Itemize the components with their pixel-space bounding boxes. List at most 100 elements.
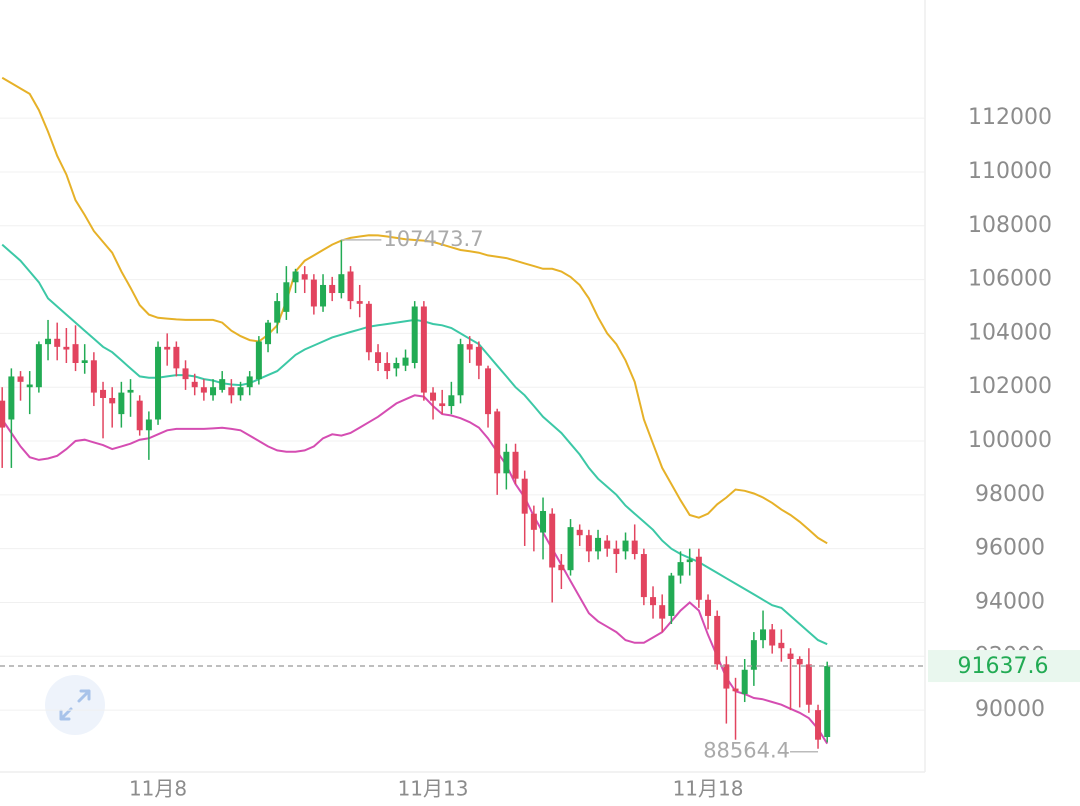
candle-body bbox=[246, 376, 253, 388]
candle-body bbox=[521, 478, 528, 514]
y-tick-label: 110000 bbox=[968, 159, 1052, 184]
candle-body bbox=[292, 271, 299, 283]
y-tick-label: 102000 bbox=[968, 374, 1052, 399]
candle-body bbox=[530, 513, 537, 530]
candle-body bbox=[90, 360, 97, 393]
candle-body bbox=[457, 344, 464, 396]
candle-body bbox=[375, 352, 382, 363]
candle-body bbox=[402, 357, 409, 366]
candle-body bbox=[338, 274, 345, 294]
y-tick-label: 112000 bbox=[968, 105, 1052, 130]
x-tick-label: 11月18 bbox=[673, 777, 744, 801]
candle-body bbox=[182, 368, 189, 380]
price-label: 91637.6 bbox=[958, 654, 1049, 679]
candle-body bbox=[760, 629, 767, 641]
candle-body bbox=[439, 403, 446, 407]
candle-body bbox=[191, 381, 198, 388]
candle-body bbox=[750, 640, 757, 670]
candle-body bbox=[0, 400, 6, 428]
x-tick-label: 11月13 bbox=[398, 777, 469, 801]
candle-body bbox=[118, 392, 125, 415]
candle-body bbox=[164, 346, 171, 350]
candle-body bbox=[659, 605, 666, 619]
candle-body bbox=[714, 615, 721, 665]
expand-button[interactable] bbox=[45, 675, 105, 735]
y-tick-label: 108000 bbox=[968, 213, 1052, 238]
x-tick-label: 11月8 bbox=[129, 777, 187, 801]
candle-body bbox=[274, 301, 281, 323]
candle-body bbox=[365, 303, 372, 353]
candle-body bbox=[347, 271, 354, 302]
candle-body bbox=[329, 284, 336, 294]
candle-body bbox=[301, 274, 308, 280]
candle-body bbox=[237, 387, 244, 396]
candle-body bbox=[595, 537, 602, 552]
candle-body bbox=[503, 451, 510, 474]
y-tick-label: 94000 bbox=[975, 589, 1045, 614]
candle-body bbox=[741, 669, 748, 694]
candle-body bbox=[585, 535, 592, 552]
candle-body bbox=[475, 346, 482, 366]
candle-body bbox=[310, 279, 317, 307]
candle-body bbox=[567, 527, 574, 571]
candle-body bbox=[420, 306, 427, 393]
expand-bg[interactable] bbox=[45, 675, 105, 735]
candle-body bbox=[695, 556, 702, 600]
candle-body bbox=[54, 338, 61, 347]
candle-body bbox=[540, 510, 547, 533]
candle-body bbox=[210, 387, 217, 396]
candle-body bbox=[723, 664, 730, 689]
candle-body bbox=[668, 575, 675, 616]
candle-body bbox=[145, 419, 152, 431]
expand-icon[interactable] bbox=[59, 689, 91, 721]
max-label: 107473.7 bbox=[383, 227, 483, 251]
candle-body bbox=[100, 389, 107, 398]
band-line bbox=[1, 76, 828, 545]
candle-body bbox=[63, 346, 70, 350]
y-tick-label: 104000 bbox=[968, 320, 1052, 345]
candle-body bbox=[485, 368, 492, 415]
band-line bbox=[1, 394, 829, 745]
candle-body bbox=[8, 376, 15, 420]
candle-body bbox=[155, 346, 162, 420]
y-tick-label: 96000 bbox=[975, 536, 1045, 561]
candle-body bbox=[72, 344, 79, 363]
price-box bbox=[928, 650, 1080, 683]
candle-body bbox=[686, 559, 693, 563]
candle-body bbox=[411, 306, 418, 363]
candle-body bbox=[200, 387, 207, 393]
candle-body bbox=[320, 284, 327, 307]
candle-body bbox=[393, 362, 400, 369]
candle-body bbox=[283, 282, 290, 312]
candle-body bbox=[384, 362, 391, 372]
candle-body bbox=[778, 642, 785, 649]
candle-body bbox=[640, 554, 647, 598]
candle-body bbox=[622, 540, 629, 552]
candle-body bbox=[549, 513, 556, 568]
candle-body bbox=[631, 540, 638, 555]
candle-body bbox=[805, 664, 812, 705]
candle-body bbox=[265, 322, 272, 345]
candle-body bbox=[650, 597, 657, 606]
candle-body bbox=[558, 564, 565, 571]
candle-body bbox=[705, 599, 712, 616]
candle-body bbox=[677, 562, 684, 576]
candle-body bbox=[824, 666, 831, 738]
candle-body bbox=[219, 379, 226, 390]
candle-body bbox=[127, 389, 134, 393]
candle-body bbox=[815, 710, 822, 740]
candle-body bbox=[356, 301, 363, 304]
candle-body bbox=[787, 653, 794, 659]
candle-body bbox=[45, 338, 52, 345]
candle-body bbox=[255, 341, 262, 380]
candle-body bbox=[173, 346, 180, 369]
candle-body bbox=[466, 344, 473, 350]
candle-body bbox=[604, 540, 611, 549]
candle-body bbox=[732, 688, 739, 692]
candle-body bbox=[228, 387, 235, 396]
candle-body bbox=[35, 344, 42, 388]
candle-body bbox=[796, 658, 803, 665]
candle-body bbox=[17, 376, 24, 382]
